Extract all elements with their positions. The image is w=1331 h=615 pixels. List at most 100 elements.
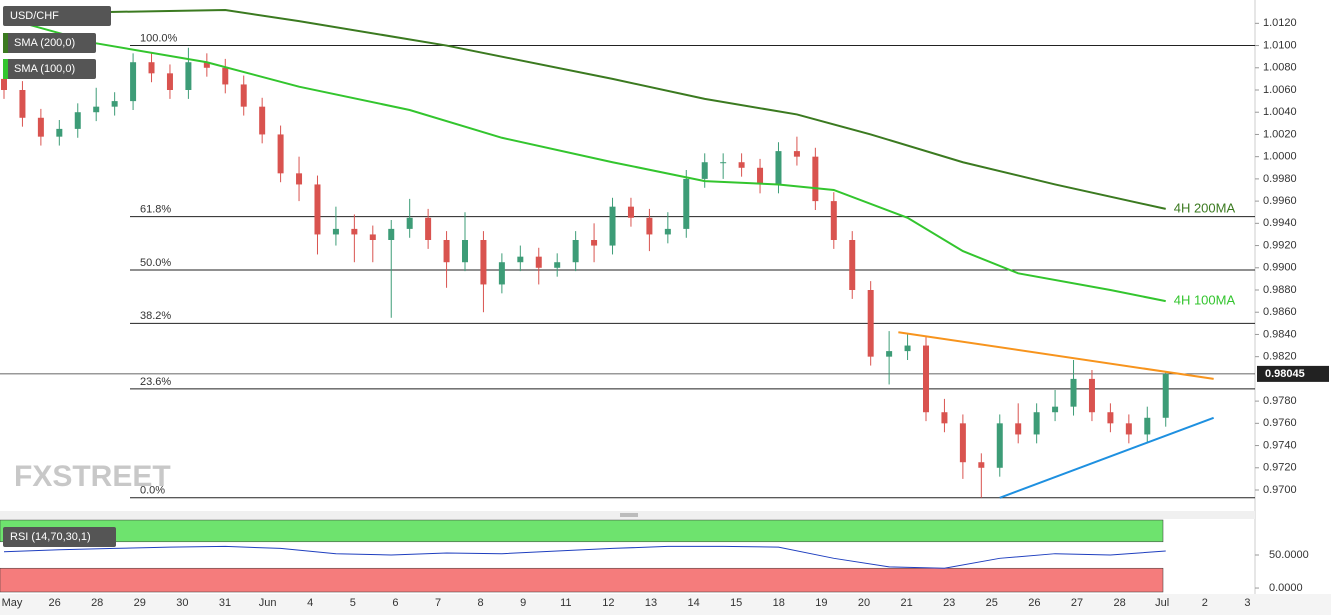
candle-body	[535, 256, 542, 268]
watermark: FXSTREET	[14, 460, 171, 493]
indicator-tag[interactable]	[3, 33, 96, 53]
candle-body	[443, 240, 450, 263]
rsi-tag[interactable]	[3, 527, 116, 547]
y-tick-label: 0.9720	[1263, 462, 1297, 474]
x-tick-label: 5	[350, 597, 356, 609]
candle-body	[904, 345, 911, 352]
overbought-zone	[0, 519, 1164, 543]
candle-body	[222, 67, 229, 85]
candle-body	[923, 345, 929, 413]
indicator: SMA (200,0)	[14, 37, 75, 49]
y-tick-label: 0.9780	[1263, 395, 1297, 407]
x-tick-label: 12	[602, 597, 614, 609]
y-tick-label: 0.9840	[1263, 328, 1297, 340]
x-tick-label: 21	[900, 597, 912, 609]
candle-body	[867, 290, 874, 357]
y-tick-label: 0.9900	[1263, 262, 1297, 274]
x-tick-label: 14	[687, 597, 699, 609]
candle-body	[425, 217, 432, 240]
x-tick-label: 26	[1028, 597, 1040, 609]
y-tick-label: 0.9820	[1263, 351, 1297, 363]
x-tick-label: 28	[1113, 597, 1125, 609]
fib-label: 61.8%	[140, 204, 171, 216]
candle-body	[1052, 406, 1059, 413]
fib-label: 38.2%	[140, 310, 171, 322]
candle-body	[664, 228, 671, 235]
candle-body	[775, 151, 782, 185]
last-price-box	[1257, 365, 1329, 382]
candle-body	[572, 240, 579, 263]
candle-body	[130, 62, 137, 102]
x-tick-label: 13	[645, 597, 657, 609]
moving-average	[3, 16, 1166, 303]
candle-body	[886, 351, 893, 357]
indicator-swatch	[3, 33, 8, 53]
candle-body	[738, 162, 745, 168]
candle-body	[498, 262, 505, 285]
fib-label: 23.6%	[140, 376, 171, 388]
x-tick-label: 23	[943, 597, 955, 609]
y-tick-label: 1.0040	[1263, 106, 1297, 118]
candle-body	[959, 423, 966, 463]
oversold-zone	[0, 567, 1164, 593]
candle-body	[757, 167, 764, 185]
candle-body	[74, 112, 81, 129]
indicator: SMA (100,0)	[14, 63, 75, 75]
candle-body	[56, 128, 63, 137]
moving-average	[3, 8, 1166, 210]
candle-body	[93, 106, 100, 113]
candle-body	[406, 217, 413, 229]
candle-body	[277, 134, 284, 174]
symbol-tag[interactable]	[3, 6, 111, 26]
indicator-tag[interactable]	[3, 59, 96, 79]
candle-body	[314, 184, 321, 235]
x-tick-label: 3	[1244, 597, 1250, 609]
trend-line	[898, 331, 1214, 380]
x-tick-label: Jun	[259, 597, 277, 609]
x-tick-label: Jul	[1155, 597, 1169, 609]
y-tick-label: 0.9980	[1263, 173, 1297, 185]
x-tick-label: 2	[1202, 597, 1208, 609]
rsi-label: RSI (14,70,30,1)	[10, 531, 91, 543]
fib-label: 0.0%	[140, 485, 165, 497]
panel-divider	[0, 511, 1255, 519]
y-tick-label: 0.9960	[1263, 195, 1297, 207]
candle-body	[480, 240, 487, 285]
candle-body	[259, 106, 266, 135]
candle-body	[203, 62, 210, 68]
trend-line	[999, 416, 1215, 499]
x-tick-label: 25	[986, 597, 998, 609]
candle-body	[591, 240, 598, 246]
x-tick-label: May	[2, 597, 23, 609]
candle-body	[996, 423, 1003, 468]
x-tick-label: 9	[520, 597, 526, 609]
candle-body	[1033, 412, 1040, 435]
x-tick-label: 7	[435, 597, 441, 609]
candle-body	[296, 173, 303, 185]
candle-body	[240, 84, 247, 107]
candle-body	[609, 206, 616, 246]
x-tick-label: 27	[1071, 597, 1083, 609]
symbol: USD/CHF	[10, 10, 59, 22]
y-tick-label: 1.0020	[1263, 128, 1297, 140]
candle-body	[185, 62, 192, 90]
rsi-line	[3, 545, 1166, 569]
candle-body	[978, 462, 985, 468]
x-tick-label: 30	[176, 597, 188, 609]
candle-body	[627, 206, 634, 218]
x-tick-label: 15	[730, 597, 742, 609]
candle-body	[1, 78, 7, 90]
candle-body	[166, 73, 173, 90]
candle-body	[462, 240, 468, 263]
y-tick-label: 0.0000	[1269, 582, 1303, 594]
y-tick-label: 0.9760	[1263, 417, 1297, 429]
candle-body	[554, 262, 561, 268]
candle-body	[812, 156, 819, 202]
candle-body	[1162, 373, 1169, 418]
candle-body	[388, 228, 395, 240]
x-axis-band	[0, 594, 1331, 615]
y-tick-label: 0.9740	[1263, 439, 1297, 451]
y-tick-label: 1.0000	[1263, 151, 1297, 163]
y-tick-label: 1.0060	[1263, 84, 1297, 96]
x-tick-label: 11	[560, 597, 571, 609]
